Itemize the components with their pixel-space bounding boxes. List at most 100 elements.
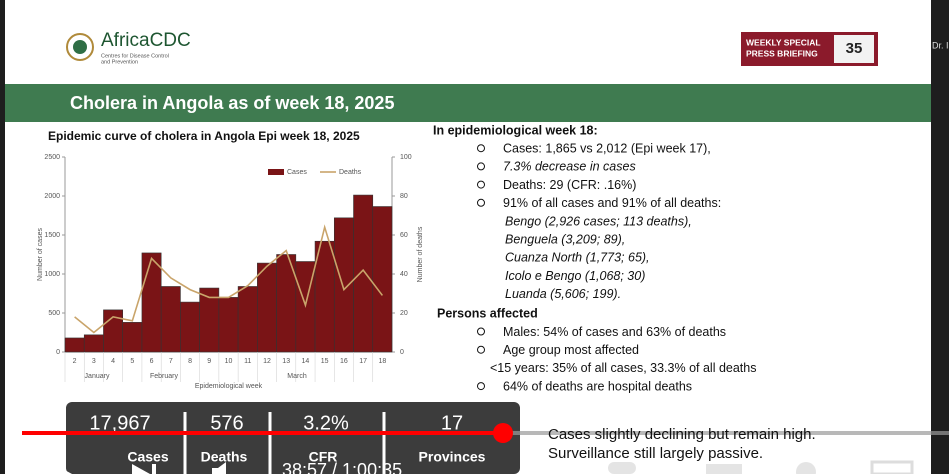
x-tick-label: 11 bbox=[244, 358, 251, 365]
x-tick-label: 14 bbox=[302, 358, 310, 365]
bar bbox=[83, 334, 104, 353]
x-tick-label: 4 bbox=[111, 358, 115, 365]
stat-value: 17 bbox=[441, 412, 463, 434]
bar bbox=[218, 297, 239, 353]
logo-emblem bbox=[66, 33, 94, 61]
y-tick-label: 2000 bbox=[44, 193, 60, 200]
x-tick-label: 15 bbox=[321, 358, 329, 365]
stats: 17,967 Cases 576 Deaths 3.2% CFR 17 Provinces bbox=[89, 412, 486, 474]
x-tick-label: 5 bbox=[130, 358, 134, 365]
x-tick-label: 6 bbox=[150, 358, 154, 365]
x-group-label: February bbox=[150, 373, 179, 380]
y-tick-label: 1000 bbox=[44, 271, 60, 278]
notes: In epidemiological week 18: Cases: 1,865 … bbox=[433, 123, 756, 393]
x-tick-label: 2 bbox=[73, 358, 77, 365]
bar bbox=[141, 252, 162, 353]
play-button[interactable] bbox=[50, 462, 72, 474]
progress-handle[interactable] bbox=[493, 423, 513, 443]
bar bbox=[160, 286, 181, 353]
stat-label: Cases bbox=[127, 449, 168, 465]
volume-button[interactable] bbox=[212, 462, 226, 474]
bar bbox=[257, 262, 277, 353]
slide bbox=[5, 0, 931, 474]
stats-panel bbox=[66, 402, 520, 474]
logo-tagline: Centres for Disease Control bbox=[101, 53, 169, 59]
stat-value: 3.2% bbox=[303, 412, 349, 434]
chart-title: Epidemic curve of cholera in Angola Epi … bbox=[48, 129, 360, 143]
note-text: 64% of deaths are hospital deaths bbox=[503, 379, 692, 393]
note-text: Age group most affected bbox=[503, 343, 639, 357]
y2-tick-label: 60 bbox=[400, 232, 408, 239]
chart: 0 500 1000 1500 2000 2500 0 20 40 60 80 100 Number o… bbox=[37, 154, 424, 390]
x-tick-label: 16 bbox=[340, 358, 348, 365]
logo-tagline: and Prevention bbox=[101, 59, 138, 65]
note-text: Benguela (3,209; 89), bbox=[505, 232, 625, 246]
logo-emblem-core bbox=[73, 40, 87, 54]
caption: Cases slightly declining but remain high… bbox=[548, 426, 816, 443]
stat-label: Deaths bbox=[201, 449, 248, 465]
legend-label: Cases bbox=[287, 169, 307, 176]
x-tick-label: 7 bbox=[169, 358, 173, 365]
bar bbox=[314, 240, 335, 353]
note-text: 7.3% decrease in cases bbox=[503, 160, 636, 174]
side-label: Dr. I bbox=[932, 40, 949, 50]
badge-text: WEEKLY SPECIAL bbox=[746, 37, 821, 47]
stat-value: 576 bbox=[210, 412, 243, 434]
bullet bbox=[477, 198, 485, 207]
bullet bbox=[477, 327, 485, 336]
settings-button[interactable] bbox=[796, 462, 816, 474]
bar bbox=[353, 194, 374, 353]
x-tick-label: 10 bbox=[225, 358, 233, 365]
banner-title: Cholera in Angola as of week 18, 2025 bbox=[70, 93, 394, 113]
y-tick-label: 1500 bbox=[44, 232, 60, 239]
note-text: Cuanza North (1,773; 65), bbox=[505, 251, 650, 265]
y-tick-label: 2500 bbox=[44, 154, 60, 161]
stat-label: CFR bbox=[309, 449, 338, 465]
progress-played[interactable] bbox=[22, 431, 503, 435]
stat-value: 17,967 bbox=[89, 412, 150, 434]
note-text: <15 years: 35% of all cases, 33.3% of al… bbox=[490, 361, 756, 375]
badge-number: 35 bbox=[846, 40, 863, 57]
subtitles-button[interactable] bbox=[706, 464, 742, 474]
y2-tick-label: 0 bbox=[400, 349, 404, 356]
bar bbox=[372, 206, 393, 353]
theater-button[interactable] bbox=[870, 460, 914, 474]
x-tick-label: 9 bbox=[207, 358, 211, 365]
x-tick-label: 13 bbox=[282, 358, 290, 365]
note-text: In epidemiological week 18: bbox=[433, 123, 598, 137]
bullet bbox=[477, 162, 485, 171]
y2-axis-label: Number of deaths bbox=[417, 226, 424, 282]
bullet bbox=[477, 144, 485, 153]
x-tick-label: 8 bbox=[188, 358, 192, 365]
y2-tick-label: 20 bbox=[400, 310, 408, 317]
note-text: Deaths: 29 (CFR: .16%) bbox=[503, 178, 636, 192]
y-axis-label: Number of cases bbox=[37, 228, 44, 281]
note-text: Persons affected bbox=[437, 307, 538, 321]
note-text: Males: 54% of cases and 63% of deaths bbox=[503, 325, 726, 339]
legend-label: Deaths bbox=[339, 169, 362, 176]
y2-tick-label: 100 bbox=[400, 154, 412, 161]
bar bbox=[122, 322, 143, 353]
note-text: Icolo e Bengo (1,068; 30) bbox=[505, 269, 645, 283]
next-button[interactable] bbox=[132, 464, 156, 474]
badge-text: PRESS BRIEFING bbox=[746, 48, 818, 58]
caption: Surveillance still largely passive. bbox=[548, 445, 763, 462]
logo-name: AfricaCDC bbox=[101, 30, 191, 51]
bar bbox=[333, 217, 354, 353]
stat-label: Provinces bbox=[419, 449, 486, 465]
bar bbox=[237, 286, 258, 353]
time-display: 38:57 / 1:00:35 bbox=[282, 460, 402, 474]
y2-tick-label: 80 bbox=[400, 193, 408, 200]
bar bbox=[64, 337, 85, 353]
bullet bbox=[477, 382, 485, 391]
autoplay-toggle[interactable] bbox=[608, 462, 636, 474]
bullet bbox=[477, 345, 485, 354]
badge-number-box bbox=[834, 35, 874, 63]
x-tick-label: 18 bbox=[378, 358, 386, 365]
x-tick-label: 3 bbox=[92, 358, 96, 365]
y-tick-label: 0 bbox=[56, 349, 60, 356]
bar bbox=[180, 301, 200, 353]
x-tick-label: 17 bbox=[359, 358, 367, 365]
